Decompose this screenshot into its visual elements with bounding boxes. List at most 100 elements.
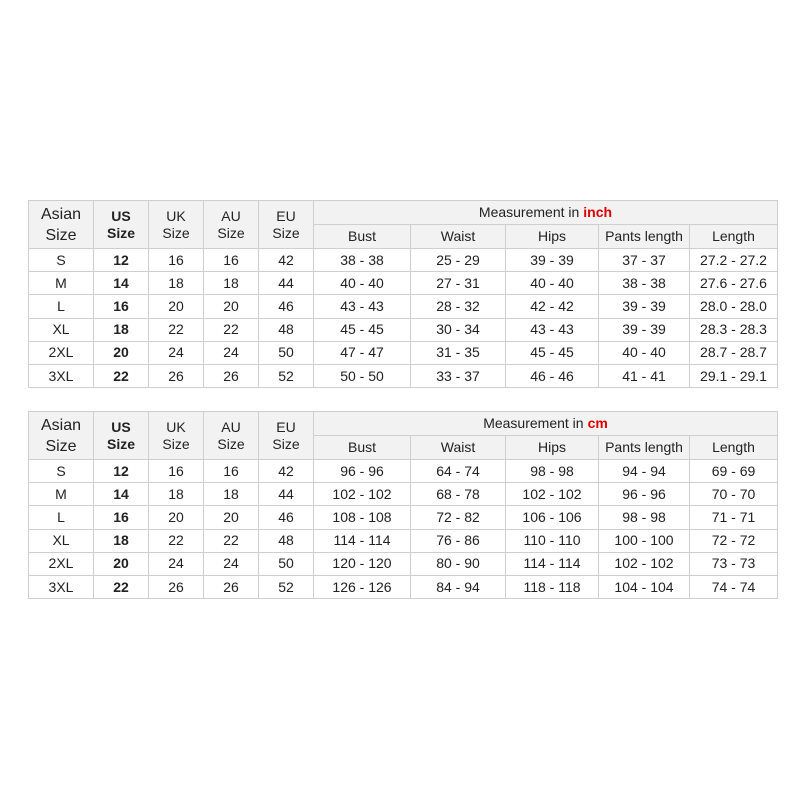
table-cell: 72 - 72 (689, 528, 778, 553)
table-cell: 42 - 42 (505, 294, 599, 319)
table-cell: 26 (148, 364, 204, 389)
table-cell: 39 - 39 (598, 294, 690, 319)
cell-text: 50 - 50 (340, 367, 384, 384)
table-cell: 20 (203, 294, 259, 319)
cell-text: 71 - 71 (711, 508, 756, 525)
header-text: Size (272, 435, 300, 452)
cell-text: 26 (168, 578, 184, 595)
table-cell: 20 (148, 294, 204, 319)
cell-text: 70 - 70 (711, 485, 756, 502)
cell-text: 39 - 39 (622, 297, 666, 314)
table-cell: 2XL (28, 340, 94, 365)
table-cell: 24 (148, 551, 204, 576)
table-cell: 20 (148, 505, 204, 530)
table-cell: 69 - 69 (689, 459, 778, 484)
table-cell: 50 (258, 340, 314, 365)
cell-text: 73 - 73 (711, 555, 756, 572)
cell-text: 12 (113, 462, 129, 479)
table-cell: M (28, 482, 94, 507)
header-text: AU (221, 207, 241, 224)
cell-text: 98 - 98 (530, 462, 574, 479)
table-cell: 46 (258, 505, 314, 530)
measurement-column-header: Bust (313, 435, 411, 460)
header-text: Hips (537, 228, 566, 244)
header-text: Pants length (605, 228, 683, 244)
cell-text: L (57, 508, 65, 525)
table-cell: 52 (258, 364, 314, 389)
table-cell: 22 (148, 528, 204, 553)
table-cell: 110 - 110 (505, 528, 599, 553)
cell-text: 40 - 40 (622, 344, 666, 361)
table-cell: 80 - 90 (410, 551, 506, 576)
cell-text: 46 (278, 508, 294, 525)
table-cell: S (28, 248, 94, 273)
table-cell: 24 (203, 551, 259, 576)
table-cell: 27 - 31 (410, 271, 506, 296)
table-cell: 40 - 40 (598, 340, 690, 365)
measurement-column-header: Length (689, 224, 778, 249)
table-cell: 45 - 45 (505, 340, 599, 365)
size-header: UK Size (148, 200, 204, 249)
table-cell: 108 - 108 (313, 505, 411, 530)
cell-text: 52 (278, 367, 294, 384)
cell-text: 20 (223, 297, 239, 314)
header-text: Length (712, 439, 755, 455)
table-cell: 3XL (28, 575, 94, 600)
table-cell: 74 - 74 (689, 575, 778, 600)
cell-text: 38 - 38 (622, 274, 666, 291)
table-cell: 20 (93, 340, 149, 365)
cell-text: 72 - 72 (711, 532, 756, 549)
table-cell: 48 (258, 317, 314, 342)
table-cell: 68 - 78 (410, 482, 506, 507)
table-cell: 14 (93, 271, 149, 296)
header-text: Size (45, 226, 77, 244)
table-cell: 48 (258, 528, 314, 553)
cell-text: 45 - 45 (530, 344, 574, 361)
cell-text: 20 (168, 297, 184, 314)
cell-text: 38 - 38 (340, 251, 384, 268)
cell-text: 16 (223, 251, 239, 268)
table-cell: 27.2 - 27.2 (689, 248, 778, 273)
cell-text: 18 (113, 532, 129, 549)
table-cell: 39 - 39 (598, 317, 690, 342)
size-header: Asian Size (28, 411, 94, 460)
table-cell: 22 (203, 528, 259, 553)
cell-text: 22 (168, 532, 184, 549)
table-cell: 126 - 126 (313, 575, 411, 600)
table-cell: 40 - 40 (505, 271, 599, 296)
table-cell: 20 (93, 551, 149, 576)
table-cell: 18 (93, 528, 149, 553)
cell-text: XL (52, 321, 70, 338)
table-cell: XL (28, 528, 94, 553)
cell-text: 26 (168, 367, 184, 384)
measurement-label: Measurement in (478, 204, 580, 220)
size-header: AU Size (203, 411, 259, 460)
table-cell: L (28, 294, 94, 319)
table-cell: 18 (148, 271, 204, 296)
cell-text: 22 (223, 321, 239, 338)
table-cell: 71 - 71 (689, 505, 778, 530)
cell-text: S (56, 462, 66, 479)
cell-text: 114 - 114 (523, 555, 581, 572)
cell-text: 24 (168, 344, 184, 361)
cell-text: 39 - 39 (530, 251, 574, 268)
cell-text: 44 (278, 274, 294, 291)
cell-text: 18 (168, 485, 184, 502)
cell-text: 114 - 114 (333, 532, 391, 549)
cell-text: 118 - 118 (523, 578, 581, 595)
cell-text: 46 (278, 297, 294, 314)
table-cell: 24 (203, 340, 259, 365)
header-text: Size (45, 437, 77, 455)
cell-text: 20 (168, 508, 184, 525)
header-text: Size (217, 435, 245, 452)
table-cell: 28 - 32 (410, 294, 506, 319)
table-cell: 37 - 37 (598, 248, 690, 273)
cell-text: 44 (278, 485, 294, 502)
cell-text: 37 - 37 (622, 251, 666, 268)
table-cell: 25 - 29 (410, 248, 506, 273)
header-text: Size (106, 224, 135, 241)
cell-text: 100 - 100 (614, 532, 674, 549)
cell-text: 72 - 82 (436, 508, 480, 525)
table-cell: 2XL (28, 551, 94, 576)
cell-text: 39 - 39 (622, 321, 666, 338)
